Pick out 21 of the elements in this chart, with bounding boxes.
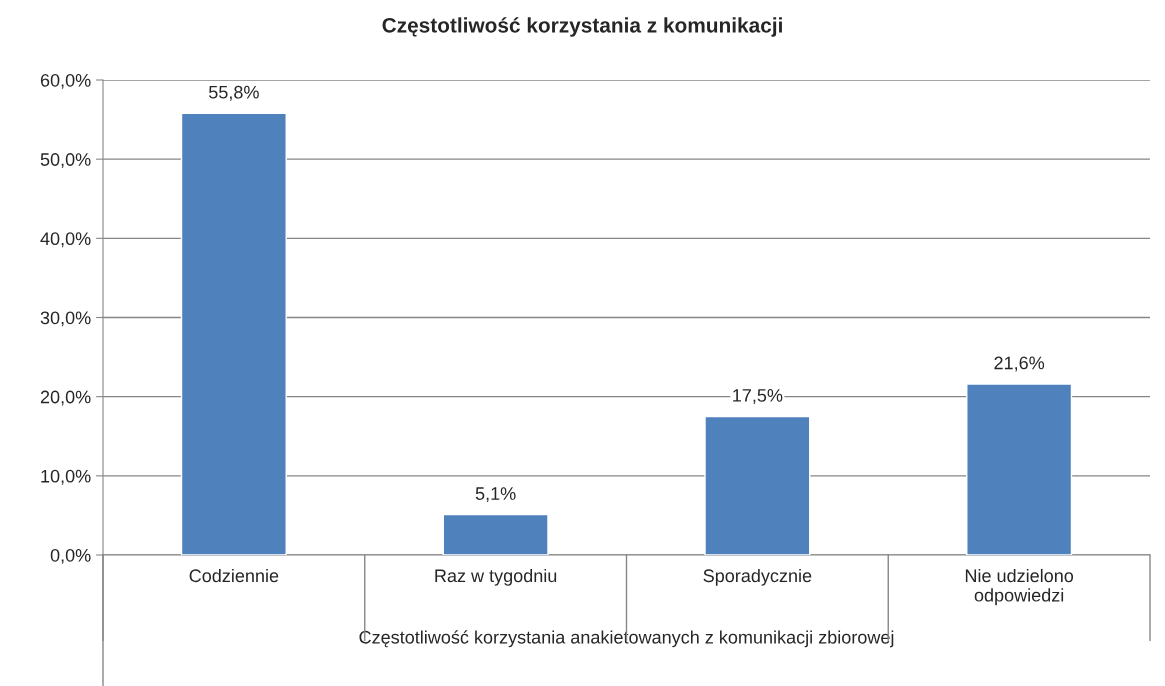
x-tick-label: Raz w tygodniu xyxy=(435,568,557,586)
x-tick-label: Codziennie xyxy=(189,568,279,583)
y-tick-label: 10,0% xyxy=(41,469,91,485)
bar xyxy=(704,415,811,555)
y-tick-label: 50,0% xyxy=(40,153,91,169)
y-tick-label: 30,0% xyxy=(40,311,91,327)
y-tick-label: 60,0% xyxy=(40,73,91,89)
y-tick-label: 40,0% xyxy=(40,232,91,248)
data-label: 5,1% xyxy=(475,487,516,503)
data-label: 21,6% xyxy=(994,356,1045,372)
bar xyxy=(442,513,549,555)
data-label: 55,8% xyxy=(209,85,259,101)
x-tick-label: Sporadycznie xyxy=(703,568,812,586)
y-tick-label: 0,0% xyxy=(50,548,91,564)
y-tick-label: 20,0% xyxy=(40,390,91,406)
chart-title: Częstotliwość korzystania z komunikacji xyxy=(382,17,782,37)
x-axis-title: Częstotliwość korzystania anakietowanych z komunikacji zbiorowej xyxy=(359,630,894,648)
data-label: 17,5% xyxy=(733,389,783,404)
x-tick-label: Nie udzielono odpowiedzi xyxy=(965,568,1074,606)
bar xyxy=(966,383,1073,555)
bar xyxy=(180,112,287,555)
